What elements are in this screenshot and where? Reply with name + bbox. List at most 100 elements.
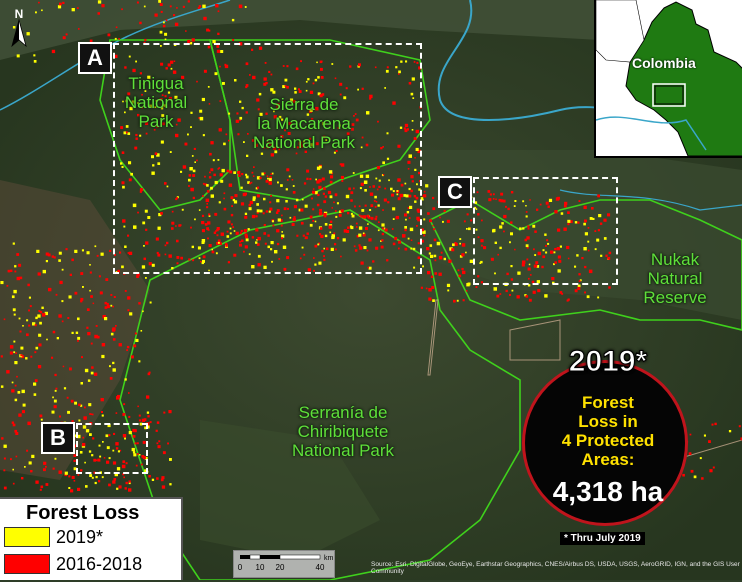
loss-point bbox=[158, 440, 160, 442]
loss-point bbox=[168, 410, 171, 413]
loss-point bbox=[27, 422, 31, 426]
loss-point bbox=[43, 468, 46, 471]
loss-point bbox=[427, 271, 430, 274]
loss-point bbox=[38, 365, 41, 368]
loss-point bbox=[67, 411, 70, 414]
loss-point bbox=[144, 6, 146, 8]
loss-point bbox=[4, 319, 6, 321]
loss-point bbox=[82, 249, 84, 251]
loss-point bbox=[61, 300, 63, 302]
loss-point bbox=[62, 269, 64, 271]
loss-point bbox=[439, 273, 442, 276]
loss-point bbox=[428, 298, 431, 301]
loss-point bbox=[435, 272, 438, 275]
loss-point bbox=[158, 0, 161, 3]
loss-point bbox=[115, 38, 117, 40]
loss-point bbox=[96, 325, 98, 327]
loss-point bbox=[112, 362, 114, 364]
loss-point bbox=[52, 50, 55, 53]
loss-point bbox=[729, 430, 731, 432]
loss-point bbox=[512, 290, 514, 292]
loss-point bbox=[1, 355, 3, 357]
legend: Forest Loss 2019* 2016-2018 bbox=[0, 497, 183, 580]
loss-point bbox=[20, 354, 22, 356]
loss-point bbox=[14, 361, 17, 364]
loss-point bbox=[41, 419, 43, 421]
loss-point bbox=[113, 368, 116, 371]
loss-point bbox=[150, 302, 152, 304]
loss-point bbox=[156, 430, 158, 432]
loss-point bbox=[8, 270, 11, 273]
loss-point bbox=[64, 387, 66, 389]
loss-point bbox=[568, 299, 570, 301]
loss-point bbox=[83, 416, 87, 420]
loss-point bbox=[145, 277, 147, 279]
loss-point bbox=[147, 412, 149, 414]
loss-point bbox=[110, 377, 113, 380]
loss-point bbox=[128, 488, 131, 491]
loss-point bbox=[22, 325, 24, 327]
loss-point bbox=[99, 275, 101, 277]
loss-point bbox=[526, 295, 529, 298]
loss-point bbox=[175, 23, 178, 26]
loss-point bbox=[121, 8, 123, 10]
loss-point bbox=[218, 10, 220, 12]
loss-point bbox=[113, 338, 116, 341]
loss-point bbox=[13, 308, 16, 311]
loss-point bbox=[694, 476, 697, 479]
loss-point bbox=[69, 295, 72, 298]
loss-point bbox=[41, 10, 43, 12]
loss-point bbox=[0, 281, 3, 284]
loss-point bbox=[426, 288, 428, 290]
loss-point bbox=[425, 184, 428, 187]
loss-point bbox=[462, 271, 465, 274]
loss-point bbox=[35, 481, 38, 484]
loss-point bbox=[426, 247, 429, 250]
loss-point bbox=[208, 30, 210, 32]
loss-point bbox=[12, 469, 14, 471]
loss-point bbox=[43, 462, 46, 465]
loss-point bbox=[31, 455, 34, 458]
loss-point bbox=[68, 475, 70, 477]
loss-point bbox=[176, 7, 178, 9]
loss-point bbox=[458, 269, 460, 271]
loss-point bbox=[117, 395, 120, 398]
loss-point bbox=[608, 286, 610, 288]
loss-point bbox=[142, 419, 145, 422]
loss-point bbox=[29, 461, 32, 464]
loss-point bbox=[119, 343, 122, 346]
loss-point bbox=[584, 292, 586, 294]
loss-point bbox=[11, 389, 14, 392]
loss-point bbox=[138, 360, 140, 362]
loss-point bbox=[45, 466, 47, 468]
loss-point bbox=[127, 296, 130, 299]
loss-point bbox=[87, 332, 90, 335]
loss-point bbox=[22, 390, 25, 393]
loss-point bbox=[114, 478, 117, 481]
loss-point bbox=[10, 352, 13, 355]
loss-point bbox=[517, 295, 520, 298]
loss-point bbox=[86, 327, 88, 329]
label-chiribiquete: Serranía de Chiribiquete National Park bbox=[268, 403, 418, 460]
loss-point bbox=[123, 403, 125, 405]
loss-point bbox=[126, 482, 128, 484]
loss-point bbox=[116, 412, 118, 414]
loss-point bbox=[62, 2, 64, 4]
loss-point bbox=[587, 295, 590, 298]
label-macarena: Sierra de la Macarena National Park bbox=[234, 95, 374, 152]
loss-point bbox=[91, 372, 94, 375]
loss-point bbox=[101, 411, 103, 413]
loss-point bbox=[122, 413, 125, 416]
loss-point bbox=[112, 327, 115, 330]
loss-point bbox=[39, 343, 42, 346]
loss-point bbox=[69, 368, 72, 371]
loss-point bbox=[85, 369, 88, 372]
loss-point bbox=[58, 5, 61, 8]
loss-point bbox=[40, 415, 43, 418]
loss-point bbox=[102, 415, 104, 417]
loss-point bbox=[4, 445, 7, 448]
loss-point bbox=[433, 228, 435, 230]
loss-point bbox=[452, 243, 455, 246]
loss-point bbox=[28, 325, 30, 327]
loss-point bbox=[142, 311, 144, 313]
